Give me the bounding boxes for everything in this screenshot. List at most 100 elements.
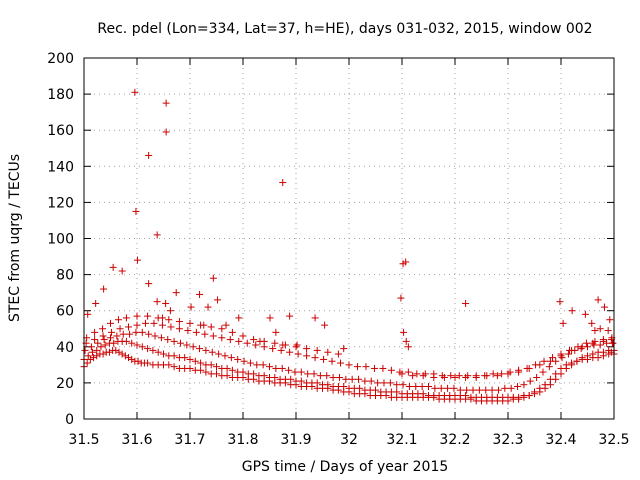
data-point	[83, 359, 91, 367]
data-point	[228, 328, 236, 336]
data-point	[112, 346, 120, 354]
data-point	[482, 386, 490, 394]
data-point	[235, 314, 243, 322]
data-point	[430, 373, 438, 381]
data-point	[340, 383, 348, 391]
data-point	[272, 328, 280, 336]
data-point	[271, 339, 279, 347]
data-point	[266, 363, 273, 371]
data-point	[107, 319, 114, 327]
data-point	[418, 383, 426, 391]
y-tick-label: 160	[47, 123, 74, 139]
data-point	[337, 359, 345, 367]
data-point	[202, 368, 210, 376]
data-point	[164, 336, 172, 344]
x-tick-label: 32.5	[598, 432, 629, 448]
data-point	[240, 357, 248, 365]
data-point	[125, 323, 133, 331]
data-point	[409, 372, 417, 380]
data-point	[324, 381, 332, 389]
data-point	[313, 346, 321, 354]
data-point	[536, 361, 544, 369]
data-point	[141, 319, 149, 327]
data-point	[204, 303, 212, 311]
x-tick-label: 32.2	[439, 432, 470, 448]
data-point	[181, 354, 189, 362]
data-point	[328, 357, 336, 365]
y-tick-label: 140	[47, 159, 74, 175]
data-point	[266, 314, 274, 322]
data-point	[175, 318, 183, 326]
data-point	[118, 350, 126, 358]
data-point	[196, 290, 204, 298]
data-point	[81, 346, 89, 354]
data-point	[145, 280, 153, 288]
data-point	[525, 392, 533, 400]
data-point	[425, 383, 432, 391]
data-point	[223, 364, 231, 372]
data-point	[162, 99, 170, 107]
data-point	[100, 285, 108, 293]
data-point	[556, 298, 564, 306]
data-point	[380, 379, 388, 387]
data-point	[90, 354, 98, 362]
data-point	[227, 354, 235, 362]
data-point	[151, 332, 159, 340]
data-point	[549, 354, 557, 362]
data-point	[348, 375, 356, 383]
data-point	[546, 381, 554, 389]
data-point	[162, 299, 170, 307]
data-point	[84, 352, 92, 360]
data-point	[498, 370, 506, 378]
data-point	[531, 390, 538, 398]
data-point	[256, 337, 264, 345]
data-point	[370, 364, 378, 372]
data-point	[172, 289, 180, 297]
data-point	[119, 330, 127, 338]
y-tick-label: 20	[56, 376, 74, 392]
data-point	[246, 359, 254, 367]
data-point	[400, 328, 408, 336]
data-point	[260, 372, 268, 380]
data-point	[250, 370, 258, 378]
data-point	[187, 303, 195, 311]
data-point	[558, 354, 566, 362]
data-point	[462, 299, 470, 307]
data-point	[578, 343, 586, 351]
data-point	[213, 363, 220, 371]
data-point	[594, 296, 602, 304]
data-point	[541, 384, 549, 392]
plot-frame	[83, 57, 615, 420]
data-point	[475, 386, 483, 394]
data-point	[128, 355, 136, 363]
data-point	[335, 373, 343, 381]
data-point	[402, 337, 410, 345]
data-point	[207, 323, 215, 331]
data-point	[250, 336, 258, 344]
data-point	[507, 384, 515, 392]
data-point	[462, 392, 470, 400]
data-point	[160, 350, 167, 358]
data-point	[323, 372, 331, 380]
data-point	[590, 341, 598, 349]
data-point	[243, 339, 251, 347]
y-tick-label: 60	[56, 304, 74, 320]
data-point	[604, 327, 612, 335]
data-point	[494, 386, 502, 394]
data-point	[157, 334, 165, 342]
data-point	[269, 345, 277, 353]
data-point	[568, 346, 576, 354]
data-point	[97, 343, 105, 351]
data-point	[170, 363, 178, 371]
data-point	[209, 274, 217, 282]
data-point	[450, 384, 458, 392]
data-point	[88, 348, 96, 356]
data-point	[546, 357, 554, 365]
data-point	[405, 383, 413, 391]
data-point	[133, 312, 141, 320]
data-point	[386, 379, 394, 387]
data-point	[552, 375, 560, 383]
data-point	[278, 364, 286, 372]
data-point	[483, 372, 491, 380]
data-point	[125, 354, 133, 362]
